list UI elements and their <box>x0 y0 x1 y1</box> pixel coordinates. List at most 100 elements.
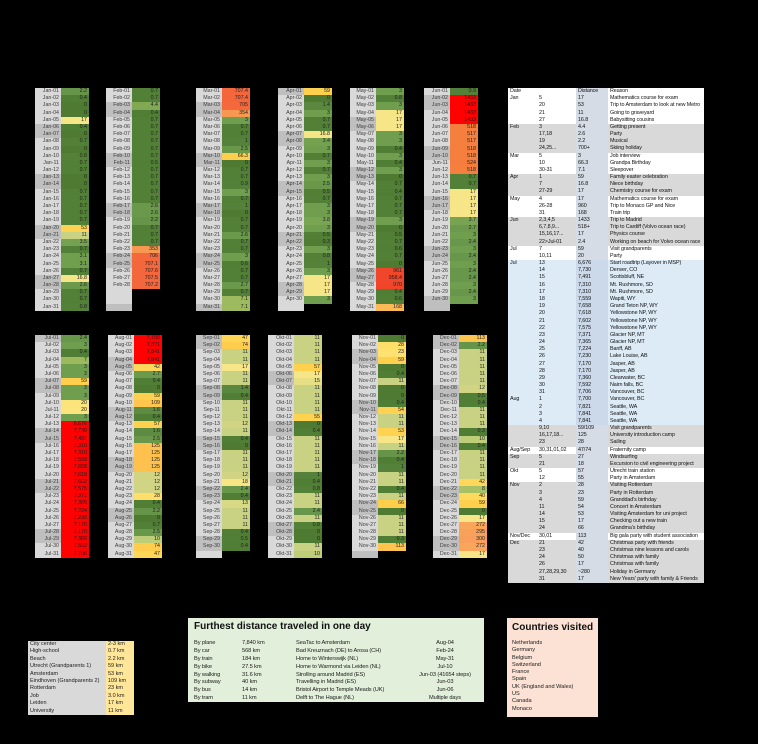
value-cell[interactable]: 2.4 <box>450 289 478 297</box>
value-cell[interactable]: 0.7 <box>304 152 332 160</box>
date-cell[interactable]: Dec-22 <box>433 485 459 494</box>
date-cell[interactable]: Aug-24 <box>108 500 134 508</box>
date-cell[interactable]: Apr-15 <box>278 188 304 196</box>
date-cell[interactable]: Okt-30 <box>268 543 294 551</box>
value-cell[interactable]: 0 <box>378 335 406 343</box>
date-cell[interactable]: Mar-17 <box>196 203 222 211</box>
date-cell[interactable]: May-03 <box>350 102 376 110</box>
value-cell[interactable]: 0.7 <box>61 246 89 254</box>
log-row[interactable]: 17,18 2.6 Party <box>508 131 704 139</box>
date-cell[interactable]: Sep-08 <box>196 385 222 393</box>
value-cell[interactable]: 0.7 <box>61 289 89 297</box>
log-row[interactable]: 26 17 Christmas with family <box>508 561 704 569</box>
value-cell[interactable]: 42 <box>459 478 487 486</box>
value-cell[interactable]: 970 <box>376 282 404 290</box>
date-cell[interactable]: Okt-27 <box>268 521 294 530</box>
log-row[interactable]: 21 7,602 Yellowstone NP, WY <box>508 317 704 325</box>
value-cell[interactable]: 3 <box>61 363 89 371</box>
date-cell[interactable]: Jan-18 <box>35 210 61 218</box>
date-cell[interactable]: Mar-21 <box>196 231 222 239</box>
value-cell[interactable]: 12 <box>459 385 487 393</box>
value-cell[interactable]: 0.7 <box>376 181 404 189</box>
date-cell[interactable]: Jun-15 <box>424 188 450 196</box>
date-cell[interactable]: Dec-27 <box>433 521 459 530</box>
log-row[interactable]: Sep 5 27 Windsurfing <box>508 453 704 461</box>
date-cell[interactable]: Apr-09 <box>278 145 304 153</box>
date-cell[interactable]: Sep-14 <box>196 428 222 436</box>
value-cell[interactable]: 0.4 <box>294 478 322 486</box>
value-cell[interactable]: 0.6 <box>376 296 404 304</box>
value-cell[interactable]: 0.7 <box>304 167 332 175</box>
date-cell[interactable]: Jan-27 <box>35 274 61 283</box>
date-cell[interactable]: Aug-04 <box>108 356 134 364</box>
date-cell[interactable]: Jul-27 <box>35 521 61 530</box>
log-row[interactable]: 16,17,18... 125 University introduction ca… <box>508 432 704 440</box>
date-cell[interactable]: Mar-28 <box>196 282 222 290</box>
value-cell[interactable]: 125 <box>134 450 162 458</box>
date-cell[interactable]: Aug-13 <box>108 421 134 429</box>
date-cell[interactable]: Mar-04 <box>196 109 222 117</box>
date-cell[interactable]: Sep-16 <box>196 442 222 450</box>
date-cell[interactable]: Jun-28 <box>424 282 450 290</box>
date-cell[interactable]: Feb-28 <box>106 282 132 290</box>
date-cell[interactable]: Sep-27 <box>196 521 222 530</box>
value-cell[interactable]: 0.4 <box>378 457 406 465</box>
date-cell[interactable]: Jan-26 <box>35 267 61 275</box>
date-cell[interactable]: May-02 <box>350 95 376 103</box>
value-cell[interactable]: 11 <box>222 399 250 407</box>
value-cell[interactable]: 1 <box>304 260 332 268</box>
date-cell[interactable] <box>106 296 132 304</box>
date-cell[interactable]: Nov-22 <box>352 485 378 494</box>
date-cell[interactable]: Mar-01 <box>196 88 222 96</box>
date-cell[interactable]: Jun-21 <box>424 231 450 239</box>
date-cell[interactable]: Sep-12 <box>196 414 222 422</box>
value-cell[interactable]: 0.7 <box>132 231 160 239</box>
value-cell[interactable]: 11 <box>222 428 250 436</box>
value-cell[interactable]: 28 <box>378 342 406 350</box>
date-cell[interactable]: Jul-14 <box>35 428 61 436</box>
value-cell[interactable]: 0.7 <box>61 159 89 168</box>
value-cell[interactable]: 0.8 <box>61 303 89 311</box>
value-cell[interactable]: 11 <box>294 464 322 472</box>
date-cell[interactable]: Okt-07 <box>268 378 294 386</box>
date-cell[interactable]: Sep-29 <box>196 536 222 544</box>
date-cell[interactable]: Sep-10 <box>196 399 222 407</box>
date-cell[interactable]: Jul-09 <box>35 392 61 400</box>
value-cell[interactable]: 0.9 <box>450 88 478 96</box>
value-cell[interactable]: 707.6 <box>132 267 160 275</box>
date-cell[interactable]: Jul-16 <box>35 442 61 450</box>
date-cell[interactable]: Sep-15 <box>196 435 222 443</box>
date-cell[interactable]: Apr-17 <box>278 203 304 211</box>
value-cell[interactable]: 0 <box>61 131 89 139</box>
value-cell[interactable]: 2.5 <box>134 435 162 443</box>
value-cell[interactable]: 2.5 <box>134 529 162 537</box>
value-cell[interactable]: 23 <box>378 349 406 357</box>
value-cell[interactable]: 11 <box>222 370 250 379</box>
log-row[interactable]: 22>Jul-01 2.4 Working on beach for Volvo o… <box>508 238 704 246</box>
date-cell[interactable]: Mar-23 <box>196 246 222 254</box>
date-cell[interactable]: Aug-06 <box>108 370 134 379</box>
value-cell[interactable]: 0.5 <box>132 159 160 168</box>
value-cell[interactable]: 11 <box>294 406 322 415</box>
date-cell[interactable]: Okt-09 <box>268 392 294 400</box>
date-cell[interactable]: Jan-21 <box>35 231 61 239</box>
value-cell[interactable]: 1433 <box>450 102 478 110</box>
value-cell[interactable]: 59 <box>61 378 89 386</box>
value-cell[interactable]: 3.4 <box>304 138 332 146</box>
value-cell[interactable]: 3 <box>304 203 332 211</box>
date-cell[interactable]: Sep-21 <box>196 478 222 486</box>
value-cell[interactable]: 11 <box>294 500 322 508</box>
log-row[interactable]: Jun 2,3,4,5 1433 Trip to Madrid <box>508 217 704 225</box>
log-row[interactable]: 15 7,491 Scottsbluff, NE <box>508 274 704 282</box>
value-cell[interactable]: 11 <box>294 385 322 393</box>
date-cell[interactable]: Jul-29 <box>35 536 61 544</box>
date-cell[interactable]: May-20 <box>350 224 376 232</box>
value-cell[interactable]: 11 <box>459 471 487 479</box>
value-cell[interactable]: 57 <box>294 363 322 371</box>
date-cell[interactable]: Feb-01 <box>106 88 132 96</box>
value-cell[interactable]: 3 <box>376 138 404 146</box>
date-cell[interactable]: Dec-19 <box>433 464 459 472</box>
date-cell[interactable]: Sep-11 <box>196 406 222 415</box>
value-cell[interactable]: 0.7 <box>132 138 160 146</box>
value-cell[interactable]: 0.4 <box>134 378 162 386</box>
